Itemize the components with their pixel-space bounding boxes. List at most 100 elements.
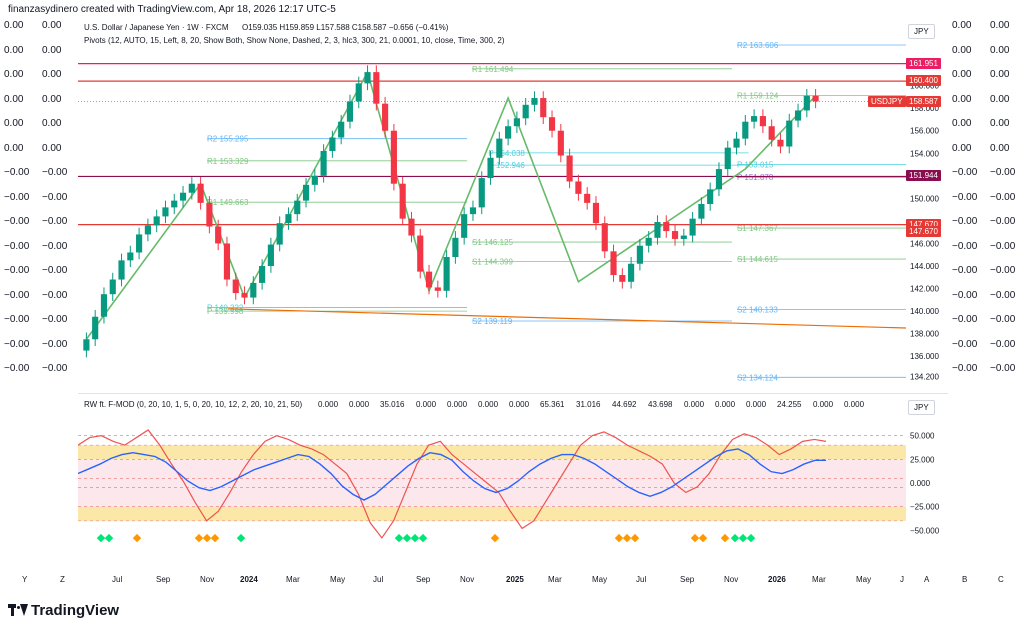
indicator-lines: [78, 429, 827, 539]
left-value: −0.00: [42, 363, 68, 374]
support-trendline: [227, 308, 906, 329]
pivot-label: S2 134.124: [737, 373, 778, 382]
time-tick: Z: [60, 575, 65, 584]
time-axis[interactable]: Y Z Jul Sep Nov 2024 Mar May Jul Sep Nov 2025 Mar May…: [0, 572, 1024, 588]
left-value: −0.00: [42, 265, 68, 276]
price-tag: 151.944: [906, 170, 941, 182]
upper-band: [78, 445, 906, 460]
left-value: −0.00: [4, 314, 30, 325]
signal-diamond: [210, 533, 220, 543]
left-value: −0.00: [42, 240, 68, 252]
time-tick: Nov: [724, 575, 739, 584]
blue-signal-line: [78, 448, 826, 501]
time-tick: 2026: [768, 575, 786, 584]
left-value: 0.00: [4, 69, 24, 80]
pane-separator[interactable]: [78, 393, 948, 394]
chart-title: U.S. Dollar / Japanese Yen · 1W · FXCM: [84, 23, 229, 32]
right-value: −0.00: [952, 265, 978, 276]
price-axis[interactable]: 160.000158.000156.000154.000152.000150.0…: [906, 18, 948, 390]
indicator-markers: [96, 533, 756, 543]
right-value: 0.00: [990, 93, 1010, 105]
time-tick: Jul: [373, 575, 384, 584]
indicator-panel[interactable]: RW ft. F-MOD (0, 20, 10, 1, 5, 0, 20, 10…: [78, 398, 906, 560]
middle-band: [78, 459, 906, 507]
indicator-value: 35.016: [380, 400, 405, 409]
right-value: −0.00: [990, 363, 1016, 374]
left-value: 0.00: [4, 20, 24, 31]
time-tick: May: [856, 575, 872, 584]
pivot-label: R1 159.124: [737, 92, 779, 101]
candle-body: [742, 121, 749, 139]
candle-body: [812, 95, 819, 102]
candle-body: [118, 260, 125, 280]
candle-body: [171, 200, 178, 208]
left-value: −0.00: [4, 338, 30, 350]
candle-body: [127, 252, 134, 261]
pivot-label: P 151.878: [737, 173, 774, 182]
candle-body: [179, 192, 187, 201]
signal-diamond: [202, 533, 212, 543]
indicator-tick: −50.000: [910, 526, 940, 535]
indicator-value: 65.361: [540, 400, 565, 409]
price-chart[interactable]: R2 163.606 R1 161.494 R1 159.124 R2 155.295…: [78, 18, 906, 390]
price-tag: 158.587: [906, 95, 941, 107]
indicator-tick: 0.000: [910, 479, 931, 488]
indicator-value: 0.000: [684, 400, 705, 409]
candle-body: [540, 98, 547, 118]
candle-body: [636, 245, 643, 264]
right-value: −0.00: [990, 191, 1016, 203]
pivot-label: P 154.038: [489, 149, 526, 158]
candle-body: [320, 151, 327, 176]
price-tick: 156.000: [910, 127, 939, 136]
indicator-value: 0.000: [813, 400, 834, 409]
candle-body: [364, 72, 371, 84]
left-value: 0.00: [42, 20, 62, 31]
indicator-axis[interactable]: 50.000 25.000 0.000 −25.000 −50.000: [906, 398, 948, 560]
right-value: −0.00: [990, 289, 1016, 301]
candle-body: [329, 137, 336, 152]
candle-body: [100, 294, 108, 317]
time-tick: Mar: [812, 575, 826, 584]
right-value: −0.00: [952, 167, 978, 178]
right-value: 0.00: [990, 142, 1010, 154]
candle-body: [566, 155, 573, 182]
signal-diamond: [194, 533, 204, 543]
time-tick: Jul: [636, 575, 647, 584]
indicator-currency-button[interactable]: JPY: [908, 400, 935, 415]
candle-body: [346, 101, 354, 122]
candle-body: [259, 266, 266, 283]
time-tick: Mar: [286, 575, 300, 584]
candle-body: [487, 157, 494, 179]
time-tick: Mar: [548, 575, 562, 584]
price-tag: 160.400: [906, 75, 941, 87]
indicator-bands: [78, 435, 906, 522]
pivot-label: P 139.998: [207, 307, 244, 316]
time-tick: B: [962, 575, 968, 584]
right-value: −0.00: [990, 314, 1016, 325]
currency-button[interactable]: JPY: [908, 24, 935, 39]
candle-body: [206, 202, 213, 227]
candle-body: [215, 226, 222, 244]
candle-body: [707, 189, 714, 204]
candle-body: [645, 237, 652, 246]
time-tick: 2025: [506, 575, 524, 584]
left-value: 0.00: [42, 69, 62, 80]
candle-body: [461, 214, 468, 238]
right-value: 0.00: [990, 44, 1010, 56]
pivot-label: P 140.322: [207, 303, 244, 312]
pivot-label: P 153.015: [737, 160, 774, 169]
indicator-value: 0.000: [509, 400, 530, 409]
time-tick: May: [330, 575, 346, 584]
candle-body: [513, 118, 520, 127]
price-tick: 150.000: [910, 194, 939, 203]
right-value: 0.00: [952, 93, 972, 105]
candle-body: [162, 207, 169, 217]
indicator-value: 0.000: [447, 400, 468, 409]
candle-body: [619, 275, 626, 282]
candle-body: [751, 116, 758, 122]
price-tag: 147.670: [906, 226, 941, 238]
candle-body: [83, 339, 90, 351]
pivot-levels: R2 163.606 R1 161.494 R1 159.124 R2 155.295…: [78, 41, 906, 382]
right-value: −0.00: [990, 167, 1016, 178]
left-value: −0.00: [42, 216, 68, 227]
